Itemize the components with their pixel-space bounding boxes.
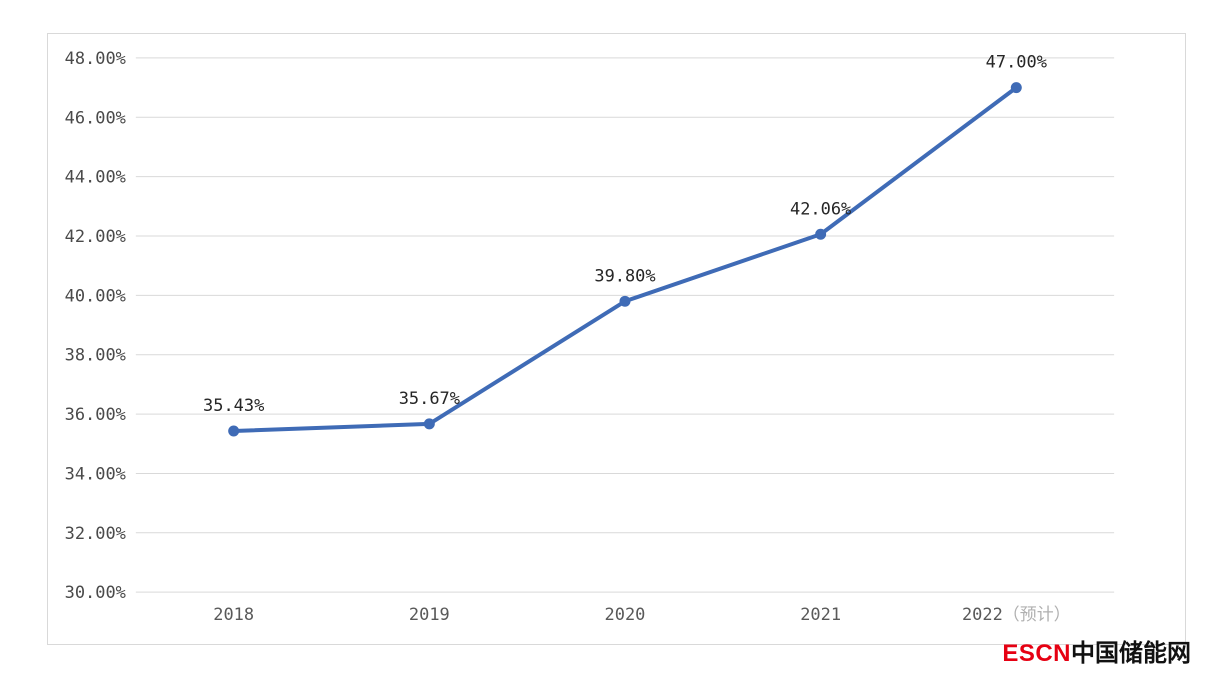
data-point-marker: [228, 425, 240, 437]
y-axis-tick-label: 42.00%: [65, 226, 126, 246]
y-axis-tick-label: 34.00%: [65, 463, 126, 483]
data-point-marker: [423, 418, 435, 430]
x-axis-tick-label: 2018: [213, 604, 254, 624]
data-point-marker: [815, 228, 827, 240]
escn-watermark: ESCN中国储能网: [1002, 640, 1191, 668]
data-series-line: [231, 85, 1019, 433]
x-axis-tick-suffix: （预计）: [1003, 604, 1071, 624]
y-axis-tick-label: 46.00%: [65, 107, 126, 127]
y-axis-tick-label: 40.00%: [65, 285, 126, 305]
line-chart: 30.00% 32.00% 34.00% 36.00% 38.00% 40.00% 42.0…: [47, 33, 1186, 645]
escn-logo-text: ESCN: [1002, 640, 1071, 667]
data-point-marker: [1010, 82, 1022, 94]
data-label: 47.00%: [986, 52, 1047, 72]
x-axis-tick-label: 2020: [605, 604, 646, 624]
data-point-marker: [619, 295, 631, 307]
data-label: 35.43%: [203, 395, 264, 415]
y-axis-tick-label: 38.00%: [65, 345, 126, 365]
y-axis-tick-label: 44.00%: [65, 167, 126, 187]
y-axis-tick-label: 36.00%: [65, 404, 126, 424]
data-label: 39.80%: [594, 265, 655, 285]
line-chart-canvas: 30.00% 32.00% 34.00% 36.00% 38.00% 40.00% 42.0…: [65, 48, 1115, 624]
x-axis-tick-label: 2021: [800, 604, 841, 624]
y-axis-tick-label: 32.00%: [65, 523, 126, 543]
x-axis-tick-label: 2019: [409, 604, 450, 624]
site-name-text: 中国储能网: [1071, 640, 1191, 667]
y-axis-tick-label: 30.00%: [65, 582, 126, 602]
x-axis-tick-label: 2022（预计）: [962, 604, 1071, 624]
data-label: 35.67%: [399, 388, 460, 408]
y-axis-tick-label: 48.00%: [65, 48, 126, 68]
data-label: 42.06%: [790, 198, 851, 218]
